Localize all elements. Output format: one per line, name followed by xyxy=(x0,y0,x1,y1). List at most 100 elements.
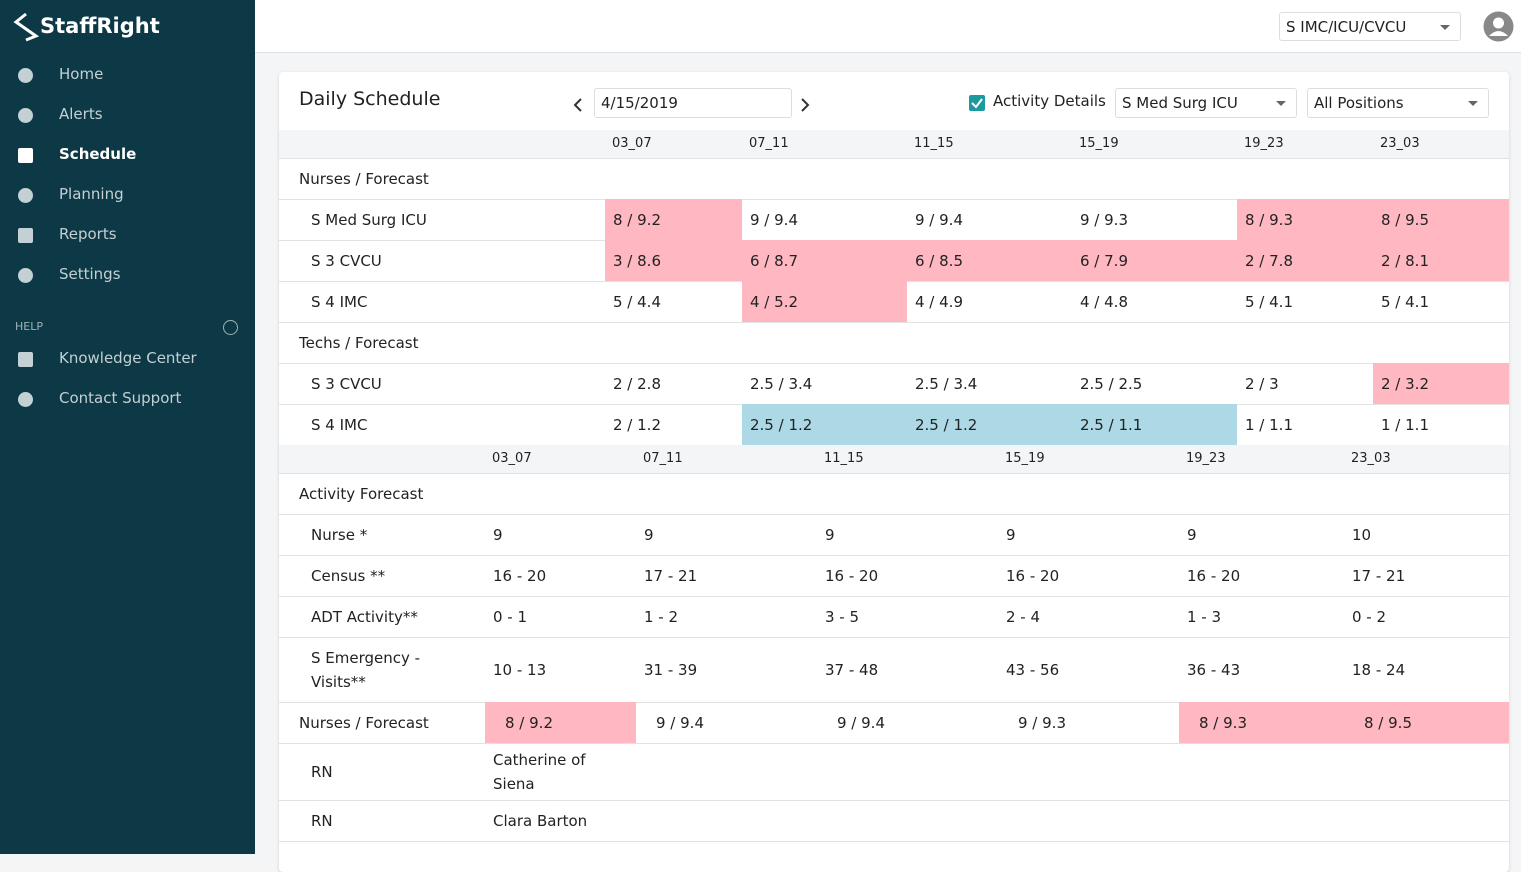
column-header-row xyxy=(279,445,1509,473)
cell: 9 / 9.4 xyxy=(837,713,885,732)
cell: 16 - 20 xyxy=(1187,566,1241,585)
cell: 2.5 / 1.2 xyxy=(915,415,978,434)
cell: 2 / 2.8 xyxy=(613,374,661,393)
cell: 5 / 4.1 xyxy=(1245,292,1293,311)
row-label: Nurses / Forecast xyxy=(299,713,429,732)
cell: 4 / 4.8 xyxy=(1080,292,1128,311)
nav-icon xyxy=(18,148,33,163)
row-label: Techs / Forecast xyxy=(299,333,419,352)
position-filter-text: All Positions xyxy=(1314,94,1404,112)
column-header: 03_07 xyxy=(612,136,652,151)
column-header: 11_15 xyxy=(914,136,954,151)
row-label: S 4 IMC xyxy=(311,415,368,434)
unit-filter-text: S Med Surg ICU xyxy=(1122,94,1238,112)
staff-name: Catherine of Siena xyxy=(493,750,586,793)
nav-icon xyxy=(18,392,33,407)
row-border xyxy=(279,473,1509,474)
cell: 37 - 48 xyxy=(825,660,879,679)
row-label: Nurses / Forecast xyxy=(299,169,429,188)
cell: 8 / 9.3 xyxy=(1199,713,1247,732)
date-input[interactable]: 4/15/2019 xyxy=(594,88,792,118)
row-border xyxy=(279,363,1509,364)
cell: 10 - 13 xyxy=(493,660,547,679)
nav-icon xyxy=(18,352,33,367)
unit-filter[interactable]: S Med Surg ICU xyxy=(1115,88,1297,118)
help-add xyxy=(223,320,238,335)
row-label: Nurse * xyxy=(311,525,368,544)
user-avatar[interactable] xyxy=(1483,11,1514,42)
nav-item[interactable]: Knowledge Center xyxy=(59,349,197,367)
next-day[interactable] xyxy=(799,97,811,113)
cell: 9 / 9.3 xyxy=(1080,210,1128,229)
row-border xyxy=(279,743,1509,744)
cell-highlight xyxy=(907,240,1072,281)
cell: 1 / 1.1 xyxy=(1245,415,1293,434)
nav-icon xyxy=(18,228,33,243)
row-label: ADT Activity** xyxy=(311,607,418,626)
nav-item[interactable]: Alerts xyxy=(59,105,103,123)
cell-highlight xyxy=(1072,404,1237,445)
column-header: 03_07 xyxy=(492,451,532,466)
column-header: 15_19 xyxy=(1005,451,1045,466)
row-label: S 4 IMC xyxy=(311,292,368,311)
cell: 5 / 4.4 xyxy=(613,292,661,311)
top-bar: S IMC/ICU/CVCU xyxy=(255,0,1521,53)
cell: 2 / 3 xyxy=(1245,374,1279,393)
cell: 2 / 3.2 xyxy=(1381,374,1429,393)
nav-icon xyxy=(18,108,33,123)
cell: 8 / 9.5 xyxy=(1364,713,1412,732)
cell: 16 - 20 xyxy=(825,566,879,585)
cell: 2.5 / 3.4 xyxy=(750,374,813,393)
row-label: S Emergency - Visits** xyxy=(311,648,421,691)
activity-details-label: Activity Details xyxy=(993,92,1106,110)
cell-highlight xyxy=(1344,702,1509,743)
cell-highlight xyxy=(1373,240,1509,281)
row-border xyxy=(279,637,1509,638)
cell-highlight xyxy=(742,281,907,322)
cell: 18 - 24 xyxy=(1352,660,1406,679)
cell: 1 - 3 xyxy=(1187,607,1222,626)
cell: 8 / 9.3 xyxy=(1245,210,1293,229)
cell: 5 / 4.1 xyxy=(1381,292,1429,311)
row-border xyxy=(279,841,1509,842)
row-label: Census ** xyxy=(311,566,386,585)
row-label: S 3 CVCU xyxy=(311,251,382,270)
position-filter[interactable]: All Positions xyxy=(1307,88,1489,118)
cell: 8 / 9.2 xyxy=(505,713,553,732)
cell: 6 / 7.9 xyxy=(1080,251,1128,270)
cell-highlight xyxy=(1373,363,1509,404)
nav-item[interactable]: Contact Support xyxy=(59,389,182,407)
prev-day[interactable] xyxy=(572,97,584,113)
row-border xyxy=(279,158,1509,159)
cell: 17 - 21 xyxy=(644,566,698,585)
nav-item[interactable]: Schedule xyxy=(59,145,137,163)
nav-item[interactable]: Home xyxy=(59,65,104,83)
cell: 8 / 9.2 xyxy=(613,210,661,229)
cell: 31 - 39 xyxy=(644,660,698,679)
row-border xyxy=(279,322,1509,323)
column-header: 07_11 xyxy=(749,136,789,151)
row-border xyxy=(279,702,1509,703)
row-border xyxy=(279,199,1509,200)
cell: 2 / 8.1 xyxy=(1381,251,1429,270)
cell: 2 / 1.2 xyxy=(613,415,661,434)
cell-highlight xyxy=(605,240,742,281)
nav-item[interactable]: Reports xyxy=(59,225,117,243)
cell: 2.5 / 3.4 xyxy=(915,374,978,393)
column-header: 11_15 xyxy=(824,451,864,466)
column-header: 19_23 xyxy=(1186,451,1226,466)
column-header: 19_23 xyxy=(1244,136,1284,151)
nav-item[interactable]: Planning xyxy=(59,185,124,203)
cell: 9 xyxy=(825,525,835,544)
nav-icon xyxy=(18,268,33,283)
row-border xyxy=(279,514,1509,515)
nav-icon xyxy=(18,68,33,83)
brand: StaffRight xyxy=(40,14,160,38)
nav-item[interactable]: Settings xyxy=(59,265,121,283)
logo xyxy=(13,12,39,42)
checkbox[interactable] xyxy=(969,95,985,111)
unit-select[interactable]: S IMC/ICU/CVCU xyxy=(1279,12,1461,41)
row-border xyxy=(279,596,1509,597)
cell: 9 xyxy=(644,525,654,544)
cell: 2.5 / 1.2 xyxy=(750,415,813,434)
